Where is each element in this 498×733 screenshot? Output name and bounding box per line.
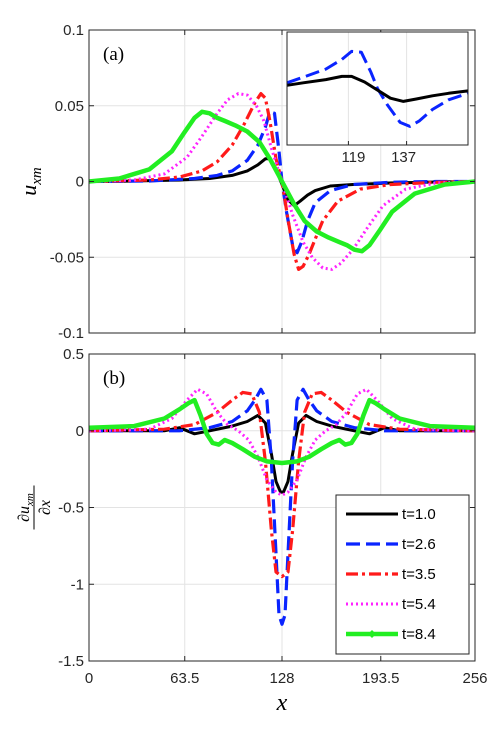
inset: 119 137 bbox=[286, 31, 469, 166]
legend-marker bbox=[368, 630, 376, 638]
legend-label: t=3.5 bbox=[402, 566, 436, 583]
inset-series-line-t=1.0 bbox=[286, 74, 469, 103]
y-axis-label: ∂uxm∂x bbox=[16, 485, 54, 530]
y-tick-label: -0.05 bbox=[50, 249, 84, 266]
x-tick-label: 0 bbox=[85, 670, 93, 687]
y-tick-label: 0.5 bbox=[63, 346, 84, 363]
legend-label: t=8.4 bbox=[402, 626, 436, 643]
y-axis-label-denominator: ∂x bbox=[37, 500, 54, 515]
series-line-t=8.4 bbox=[88, 109, 476, 254]
x-tick-label: 63.5 bbox=[170, 670, 199, 687]
panel-label: (b) bbox=[103, 368, 125, 389]
y-axis-label-numerator: ∂uxm bbox=[16, 493, 36, 522]
y-tick-label: 0.1 bbox=[63, 22, 84, 39]
y-tick-label: 0 bbox=[76, 174, 84, 191]
y-tick-label: -1.5 bbox=[58, 653, 84, 670]
legend-label: t=5.4 bbox=[402, 596, 436, 613]
inset-x-tick-label: 119 bbox=[341, 149, 365, 166]
y-axis-label: uxm bbox=[16, 167, 45, 196]
y-tick-label: -0.1 bbox=[58, 325, 84, 342]
x-axis-label: x bbox=[276, 690, 288, 716]
x-tick-label: 256 bbox=[462, 670, 487, 687]
x-tick-label: 193.5 bbox=[362, 670, 400, 687]
y-tick-label: 0.05 bbox=[55, 98, 84, 115]
legend-label: t=2.6 bbox=[402, 536, 436, 553]
legend: t=1.0 t=2.6 t=3.5 t=5.4 t=8.4 bbox=[335, 494, 470, 655]
legend-label: t=1.0 bbox=[402, 506, 436, 523]
series-line-t=5.4 bbox=[88, 387, 476, 497]
inset-x-tick-label: 137 bbox=[391, 149, 416, 166]
series-line-t=2.6 bbox=[89, 387, 475, 626]
y-tick-label: -0.5 bbox=[58, 500, 84, 517]
series-line-t=3.5 bbox=[88, 390, 476, 579]
y-tick-label: 0 bbox=[76, 423, 84, 440]
inset-border bbox=[286, 31, 469, 146]
series-line-t=1.0 bbox=[89, 413, 475, 494]
y-tick-label: -1 bbox=[71, 576, 84, 593]
series-line-t=8.4 bbox=[88, 397, 476, 466]
x-tick-label: 128 bbox=[269, 670, 294, 687]
legend-box bbox=[335, 494, 470, 655]
panel-label: (a) bbox=[103, 44, 124, 65]
